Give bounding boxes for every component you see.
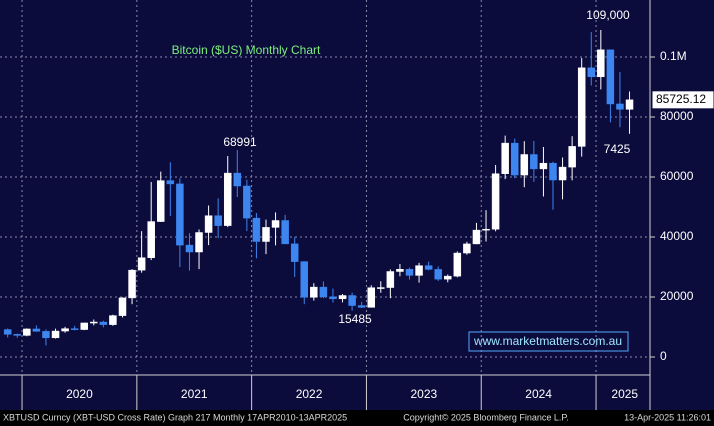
candle-body bbox=[625, 99, 634, 110]
x-tick-label: 2021 bbox=[181, 387, 208, 401]
y-tick-label: 80000 bbox=[660, 109, 694, 123]
annotation: 15485 bbox=[338, 312, 372, 326]
candle-body bbox=[367, 287, 375, 308]
candle-body bbox=[109, 315, 117, 325]
candle-body bbox=[176, 183, 184, 246]
candle-body bbox=[501, 142, 509, 174]
candle-body bbox=[290, 243, 299, 262]
candle-body bbox=[166, 180, 175, 185]
candle-body bbox=[338, 295, 347, 300]
watermark: www.marketmatters.com.au bbox=[473, 334, 622, 348]
candle-body bbox=[558, 166, 567, 181]
candle-body bbox=[415, 265, 423, 276]
candle-body bbox=[42, 331, 50, 339]
y-tick-label: 0 bbox=[660, 349, 667, 363]
candle-body bbox=[23, 328, 31, 336]
candle-body bbox=[549, 162, 557, 181]
candle-body bbox=[137, 257, 146, 271]
candle-body bbox=[329, 296, 337, 300]
candle-body bbox=[80, 322, 88, 330]
candle-body bbox=[606, 49, 615, 105]
candle-body bbox=[118, 297, 127, 316]
candle-body bbox=[51, 330, 60, 339]
annotation: 68991 bbox=[223, 135, 257, 149]
annotation: 109,000 bbox=[586, 8, 630, 22]
candle-body bbox=[405, 269, 414, 276]
candle-body bbox=[482, 228, 490, 231]
candle-body bbox=[252, 217, 261, 242]
candle-body bbox=[577, 67, 586, 147]
candle-body bbox=[90, 321, 98, 324]
candle-body bbox=[357, 305, 366, 308]
y-tick-label: 40000 bbox=[660, 229, 694, 243]
footer-left: XBTUSD Curncy (XBT-USD Cross Rate) Graph… bbox=[3, 412, 347, 422]
candle-body bbox=[3, 329, 12, 335]
x-tick-label: 2020 bbox=[66, 387, 93, 401]
candle-body bbox=[377, 287, 385, 289]
candle-body bbox=[185, 244, 194, 253]
annotation: 7425 bbox=[604, 142, 631, 156]
watermark-box bbox=[468, 331, 629, 352]
x-tick-label: 2025 bbox=[611, 387, 638, 401]
candle-body bbox=[271, 220, 280, 228]
candle-body bbox=[32, 328, 41, 332]
candle-body bbox=[396, 269, 404, 272]
candle-body bbox=[386, 271, 395, 288]
candle-body bbox=[520, 154, 529, 176]
candle-body bbox=[61, 328, 69, 332]
y-tick-label: 0.1M bbox=[660, 49, 687, 63]
footer-center: Copyright© 2025 Bloomberg Finance L.P. bbox=[403, 412, 569, 422]
y-tick-label: 60000 bbox=[660, 169, 694, 183]
candle-body bbox=[70, 328, 79, 330]
candle-body bbox=[616, 103, 624, 110]
y-tick-label: 20000 bbox=[660, 289, 694, 303]
candle-body bbox=[530, 154, 538, 170]
candle-body bbox=[147, 221, 155, 258]
x-tick-label: 2022 bbox=[296, 387, 323, 401]
candle-body bbox=[434, 269, 442, 280]
candle-body bbox=[491, 173, 500, 230]
footer-bar bbox=[0, 410, 714, 426]
candle-body bbox=[157, 180, 165, 222]
candle-body bbox=[319, 286, 328, 298]
last-price-box bbox=[652, 91, 714, 109]
x-tick-label: 2024 bbox=[525, 387, 552, 401]
candle-body bbox=[453, 252, 462, 277]
candle-body bbox=[463, 243, 471, 254]
candle-body bbox=[281, 220, 289, 245]
candle-body bbox=[128, 269, 136, 299]
candle-body bbox=[243, 185, 251, 219]
candle-body bbox=[472, 229, 481, 245]
candle-body bbox=[300, 261, 309, 298]
candle-body bbox=[424, 265, 433, 270]
candle-body bbox=[597, 49, 605, 78]
candle-body bbox=[310, 286, 318, 298]
candle-body bbox=[195, 232, 203, 253]
chart-title: Bitcoin ($US) Monthly Chart bbox=[172, 43, 321, 57]
candle-body bbox=[348, 295, 356, 306]
candle-body bbox=[223, 172, 232, 226]
candle-body bbox=[99, 321, 108, 325]
last-price-label: 85725.12 bbox=[656, 92, 706, 106]
candle-body bbox=[13, 334, 22, 336]
candle-body bbox=[587, 67, 596, 78]
candle-body bbox=[568, 146, 576, 168]
x-tick-label: 2023 bbox=[410, 387, 437, 401]
candle-body bbox=[510, 142, 519, 176]
candle-body bbox=[539, 162, 548, 170]
footer-right: 13-Apr-2025 11:26:01 bbox=[624, 412, 711, 422]
candle-body bbox=[444, 275, 452, 280]
candle-body bbox=[262, 227, 270, 242]
candle-body bbox=[233, 172, 242, 187]
candle-body bbox=[204, 215, 213, 233]
candle-body bbox=[214, 215, 222, 226]
